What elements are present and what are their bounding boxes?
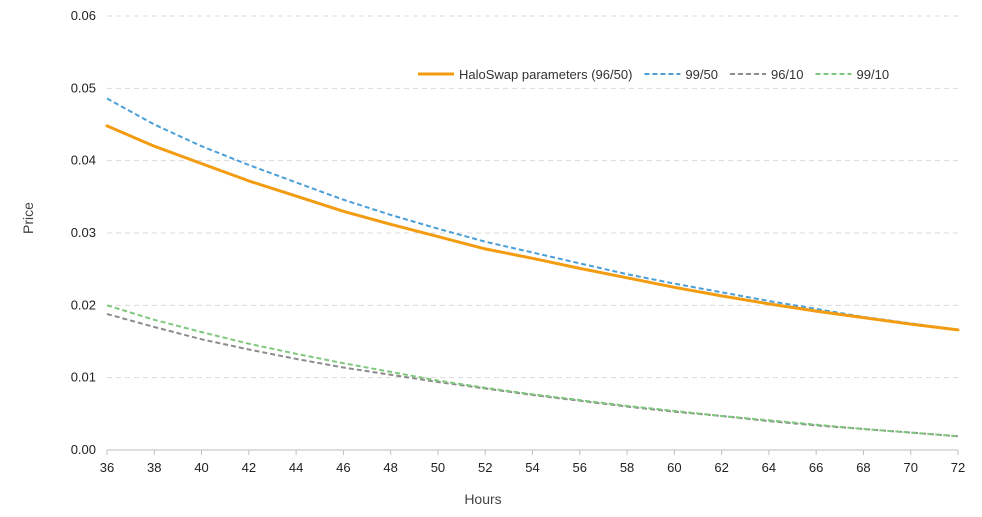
y-tick-label: 0.06 — [71, 8, 96, 23]
y-tick-label: 0.04 — [71, 153, 96, 168]
x-tick-label: 62 — [714, 460, 728, 475]
x-tick-label: 54 — [525, 460, 539, 475]
x-tick-label: 60 — [667, 460, 681, 475]
grid-lines — [107, 15, 958, 379]
x-tick-label: 64 — [762, 460, 776, 475]
legend-label: 99/50 — [685, 67, 718, 82]
x-tick-label: 66 — [809, 460, 823, 475]
x-tick-label: 48 — [383, 460, 397, 475]
x-axis-title: Hours — [464, 491, 501, 507]
y-tick-label: 0.02 — [71, 297, 96, 312]
legend: HaloSwap parameters (96/50) 99/50 96/10 99/… — [418, 67, 889, 82]
legend-label: 96/10 — [771, 67, 804, 82]
x-tick-label: 40 — [194, 460, 208, 475]
axes: 0.00 0.01 0.02 0.03 0.04 0.05 0.06 36 38 40 42 44 46… — [71, 8, 966, 475]
x-tick-label: 70 — [903, 460, 917, 475]
legend-label: HaloSwap parameters (96/50) — [459, 67, 632, 82]
y-axis-title: Price — [20, 202, 36, 234]
y-tick-label: 0.00 — [71, 442, 96, 457]
y-tick-label: 0.03 — [71, 225, 96, 240]
y-tick-label: 0.01 — [71, 370, 96, 385]
x-tick-label: 46 — [336, 460, 350, 475]
x-tick-label: 56 — [573, 460, 587, 475]
x-tick-label: 42 — [242, 460, 256, 475]
series-line — [106, 313, 959, 438]
series-lines — [105, 97, 960, 438]
x-tick-label: 50 — [431, 460, 445, 475]
x-tick-label: 44 — [289, 460, 303, 475]
x-tick-label: 68 — [856, 460, 870, 475]
x-tick-label: 36 — [100, 460, 114, 475]
x-tick-label: 72 — [951, 460, 965, 475]
y-tick-label: 0.05 — [71, 80, 96, 95]
x-tick-label: 52 — [478, 460, 492, 475]
series-line — [105, 124, 960, 332]
x-tick-label: 38 — [147, 460, 161, 475]
series-line — [106, 97, 959, 331]
series-line — [106, 304, 959, 438]
legend-label: 99/10 — [857, 67, 890, 82]
x-tick-label: 58 — [620, 460, 634, 475]
